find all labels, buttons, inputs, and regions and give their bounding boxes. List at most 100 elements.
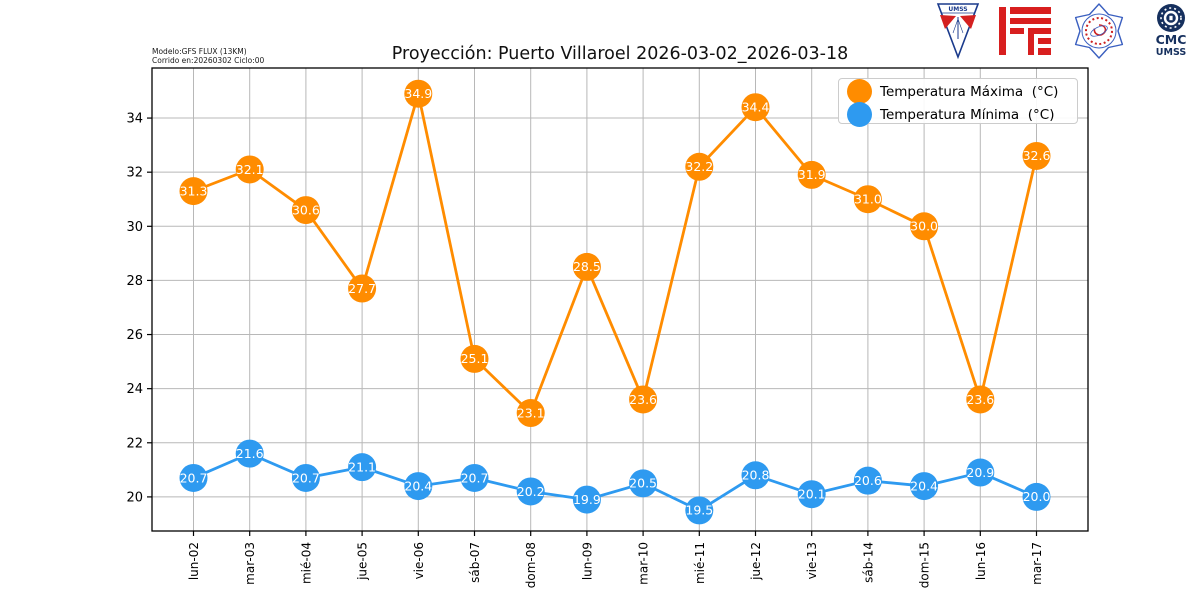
series-line-1 [192, 452, 1038, 512]
cmc-logo-text: CMC [1156, 32, 1187, 47]
data-point-label: 30.6 [292, 202, 320, 217]
plot-border [151, 67, 1089, 532]
x-tick-label: lun-09 [580, 542, 594, 580]
data-point [179, 177, 208, 206]
x-tick-label: sáb-14 [861, 542, 875, 583]
data-point [404, 472, 433, 501]
data-point-label: 20.9 [966, 465, 994, 480]
data-point [235, 439, 264, 468]
data-point-label: 28.5 [573, 259, 601, 274]
data-point-label: 23.6 [966, 392, 994, 407]
model-info-line1: Modelo:GFS FLUX (13KM) [152, 47, 247, 56]
data-point-label: 30.0 [910, 219, 938, 234]
x-tick-label: vie-13 [805, 542, 819, 579]
data-point-label: 19.9 [573, 492, 601, 507]
data-point [404, 79, 433, 108]
logo-bar: UMSS CMC [936, 2, 1196, 60]
x-tick-label: jue-12 [749, 542, 763, 581]
data-point-label: 21.1 [348, 459, 376, 474]
data-point-label: 20.0 [1023, 489, 1051, 504]
data-point-label: 34.4 [742, 100, 770, 115]
data-point-label: 31.0 [854, 192, 882, 207]
data-point-label: 20.7 [180, 470, 208, 485]
data-point [291, 196, 320, 225]
data-point-label: 31.9 [798, 167, 826, 182]
model-info: Modelo:GFS FLUX (13KM) Corrido en:202603… [152, 47, 264, 66]
data-point [1022, 482, 1051, 511]
x-tick-label: lun-02 [187, 542, 201, 580]
y-tick-label: 20 [126, 490, 143, 505]
x-tick-label: mar-03 [243, 542, 257, 585]
data-point [797, 480, 826, 509]
data-point [516, 399, 545, 428]
x-tick-label: mié-04 [299, 542, 313, 584]
data-point [629, 385, 658, 414]
y-tick-label: 26 [126, 328, 143, 343]
data-point-label: 27.7 [348, 281, 376, 296]
data-point [516, 477, 545, 506]
y-tick-label: 28 [126, 274, 143, 289]
data-point [966, 458, 995, 487]
data-point-label: 20.7 [292, 470, 320, 485]
legend-item-min-temp: Temperatura Mínima (°C) [845, 102, 1071, 127]
data-point [910, 212, 939, 241]
umss-pennant-label: UMSS [948, 6, 967, 13]
umss-pennant-logo: UMSS [936, 3, 980, 59]
x-tick-label: mar-10 [637, 542, 651, 585]
cmc-logo-subtext: UMSS [1156, 47, 1187, 58]
x-tick-label: mar-17 [1030, 542, 1044, 585]
data-point [348, 274, 377, 303]
chart-title: Proyección: Puerto Villaroel 2026-03-02_… [391, 44, 849, 64]
x-tick-label: jue-05 [356, 542, 370, 581]
data-point [460, 463, 489, 492]
x-tick-label: lun-16 [974, 542, 988, 580]
data-point-label: 32.2 [685, 159, 713, 174]
cmc-umss-logo: CMC UMSS [1156, 4, 1187, 58]
y-tick-label: 34 [126, 112, 143, 127]
data-point-label: 19.5 [685, 503, 713, 518]
data-point [685, 496, 714, 525]
data-point [741, 461, 770, 490]
x-tick-label: vie-06 [412, 542, 426, 579]
data-point-label: 20.5 [629, 476, 657, 491]
data-point-label: 25.1 [461, 351, 489, 366]
data-point-label: 20.6 [854, 473, 882, 488]
y-tick-label: 32 [126, 166, 143, 181]
data-point [235, 155, 264, 184]
x-tick-label: dom-15 [918, 542, 932, 588]
data-point-label: 20.7 [461, 470, 489, 485]
legend-label-min-temp: Temperatura Mínima (°C) [880, 106, 1055, 123]
legend: Temperatura Máxima (°C) Temperatura Míni… [838, 78, 1078, 127]
data-point [348, 453, 377, 482]
data-point [1022, 141, 1051, 170]
y-tick-label: 30 [126, 220, 143, 235]
y-tick-label: 24 [126, 382, 143, 397]
data-point-label: 31.3 [180, 183, 208, 198]
data-point-label: 32.1 [236, 162, 264, 177]
y-tick-label: 22 [126, 436, 143, 451]
data-point-label: 20.8 [742, 468, 770, 483]
data-point-label: 21.6 [236, 446, 264, 461]
data-point [629, 469, 658, 498]
fcyt-logo [999, 7, 1052, 55]
data-point-label: 32.6 [1023, 148, 1051, 163]
legend-marker-max-temp [847, 79, 872, 104]
x-tick-label: dom-08 [524, 542, 538, 588]
data-point [291, 463, 320, 492]
data-point [797, 160, 826, 189]
legend-label-max-temp: Temperatura Máxima (°C) [880, 83, 1059, 100]
data-point-label: 34.9 [404, 86, 432, 101]
data-point [460, 344, 489, 373]
x-tick-label: sáb-07 [468, 542, 482, 583]
model-info-line2: Corrido en:20260302 Ciclo:00 [152, 56, 265, 66]
data-point-label: 23.6 [629, 392, 657, 407]
data-point [966, 385, 995, 414]
legend-marker-min-temp [847, 102, 872, 127]
physics-department-seal [1074, 3, 1123, 59]
x-tick-label: mié-11 [693, 542, 707, 584]
data-point-label: 20.1 [798, 486, 826, 501]
data-point [853, 185, 882, 214]
legend-item-max-temp: Temperatura Máxima (°C) [845, 79, 1071, 104]
data-point [853, 466, 882, 495]
